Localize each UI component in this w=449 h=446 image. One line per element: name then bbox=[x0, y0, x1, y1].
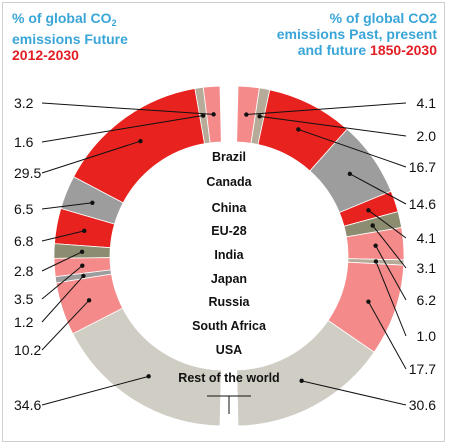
category-label-russia: Russia bbox=[209, 295, 251, 309]
category-label-rest-of-the-world: Rest of the world bbox=[178, 371, 279, 385]
right-leader-canada bbox=[259, 115, 407, 137]
category-label-usa: USA bbox=[216, 343, 242, 357]
left-value-usa: 10.2 bbox=[14, 342, 41, 358]
right-dot-canada bbox=[257, 114, 262, 119]
left-leader-russia bbox=[41, 265, 83, 300]
left-value-brazil: 3.2 bbox=[14, 95, 34, 111]
right-title-years: 1850-2030 bbox=[370, 42, 437, 58]
left-value-rest-of-the-world: 34.6 bbox=[14, 397, 41, 413]
right-leader-india bbox=[368, 209, 407, 239]
left-leader-japan bbox=[41, 251, 83, 272]
left-chart-title: % of global CO2 emissions Future 2012-20… bbox=[12, 10, 172, 63]
left-leader-canada bbox=[41, 115, 204, 143]
left-value-japan: 2.8 bbox=[14, 263, 34, 279]
left-value-china: 29.5 bbox=[14, 165, 41, 181]
right-value-canada: 2.0 bbox=[417, 128, 437, 144]
right-dot-india bbox=[366, 208, 371, 213]
right-leader-brazil bbox=[246, 102, 407, 116]
category-label-south-africa: South Africa bbox=[192, 319, 267, 333]
right-value-brazil: 4.1 bbox=[417, 95, 437, 111]
category-label-brazil: Brazil bbox=[212, 150, 246, 164]
right-value-russia: 6.2 bbox=[417, 292, 437, 308]
right-chart-title: % of global CO2 emissions Past, present … bbox=[237, 10, 437, 58]
left-title-subscript: 2 bbox=[111, 18, 117, 28]
right-segment-rest-of-the-world bbox=[236, 319, 375, 427]
left-dot-india bbox=[82, 228, 87, 234]
left-leader-india bbox=[41, 230, 85, 242]
left-value-india: 6.8 bbox=[14, 233, 34, 249]
left-dot-japan bbox=[79, 249, 85, 255]
left-dot-canada bbox=[200, 113, 206, 118]
left-value-south-africa: 1.2 bbox=[14, 314, 34, 330]
right-dot-south-africa bbox=[373, 259, 379, 264]
left-title-years: 2012-2030 bbox=[12, 47, 79, 63]
right-dot-rest-of-the-world bbox=[299, 378, 304, 384]
right-value-india: 4.1 bbox=[417, 230, 437, 246]
left-value-eu-28: 6.5 bbox=[14, 201, 34, 217]
left-dot-usa bbox=[86, 298, 92, 303]
left-leader-china bbox=[41, 140, 141, 174]
right-dot-eu-28 bbox=[347, 171, 353, 177]
left-leader-rest-of-the-world bbox=[41, 375, 149, 406]
left-dot-rest-of-the-world bbox=[146, 374, 151, 379]
right-value-japan: 3.1 bbox=[417, 260, 437, 276]
right-value-china: 16.7 bbox=[409, 159, 436, 175]
chart-frame bbox=[2, 2, 445, 442]
right-leader-china bbox=[298, 128, 407, 168]
right-title-line3: and future bbox=[297, 42, 367, 58]
right-leader-usa bbox=[368, 301, 407, 370]
left-title-line2: emissions Future bbox=[12, 31, 128, 47]
right-dot-brazil bbox=[244, 112, 249, 117]
left-dot-eu-28 bbox=[90, 200, 95, 205]
left-segment-rest-of-the-world bbox=[72, 307, 222, 427]
left-dot-brazil bbox=[211, 112, 216, 117]
right-dot-china bbox=[296, 127, 301, 132]
category-label-eu-28: EU-28 bbox=[211, 224, 246, 238]
left-dot-russia bbox=[80, 263, 85, 268]
left-dot-china bbox=[138, 138, 143, 144]
category-label-china: China bbox=[212, 201, 248, 215]
left-value-canada: 1.6 bbox=[14, 134, 34, 150]
right-value-eu-28: 14.6 bbox=[409, 196, 436, 212]
right-value-south-africa: 1.0 bbox=[417, 328, 437, 344]
left-leader-eu-28 bbox=[41, 202, 93, 210]
right-dot-japan bbox=[370, 223, 375, 228]
left-value-russia: 3.5 bbox=[14, 291, 34, 307]
right-title-line1: % of global CO2 bbox=[329, 10, 437, 26]
right-leader-rest-of-the-world bbox=[301, 380, 407, 406]
left-leader-brazil bbox=[41, 102, 214, 115]
category-label-japan: Japan bbox=[211, 272, 247, 286]
right-dot-russia bbox=[373, 243, 378, 248]
left-segment-china bbox=[73, 88, 205, 204]
right-leader-south-africa bbox=[375, 261, 407, 337]
category-label-canada: Canada bbox=[206, 175, 252, 189]
right-value-rest-of-the-world: 30.6 bbox=[409, 397, 436, 413]
left-dot-south-africa bbox=[81, 273, 86, 279]
left-leader-south-africa bbox=[41, 275, 84, 323]
right-dot-usa bbox=[366, 299, 371, 304]
right-value-usa: 17.7 bbox=[409, 361, 436, 377]
left-title-line1: % of global CO bbox=[12, 10, 112, 26]
right-leader-eu-28 bbox=[349, 173, 407, 205]
right-leader-russia bbox=[375, 245, 407, 301]
left-leader-usa bbox=[41, 299, 90, 351]
right-title-line2: emissions Past, present bbox=[276, 26, 437, 42]
right-leader-japan bbox=[372, 225, 407, 269]
category-label-india: India bbox=[214, 248, 244, 262]
